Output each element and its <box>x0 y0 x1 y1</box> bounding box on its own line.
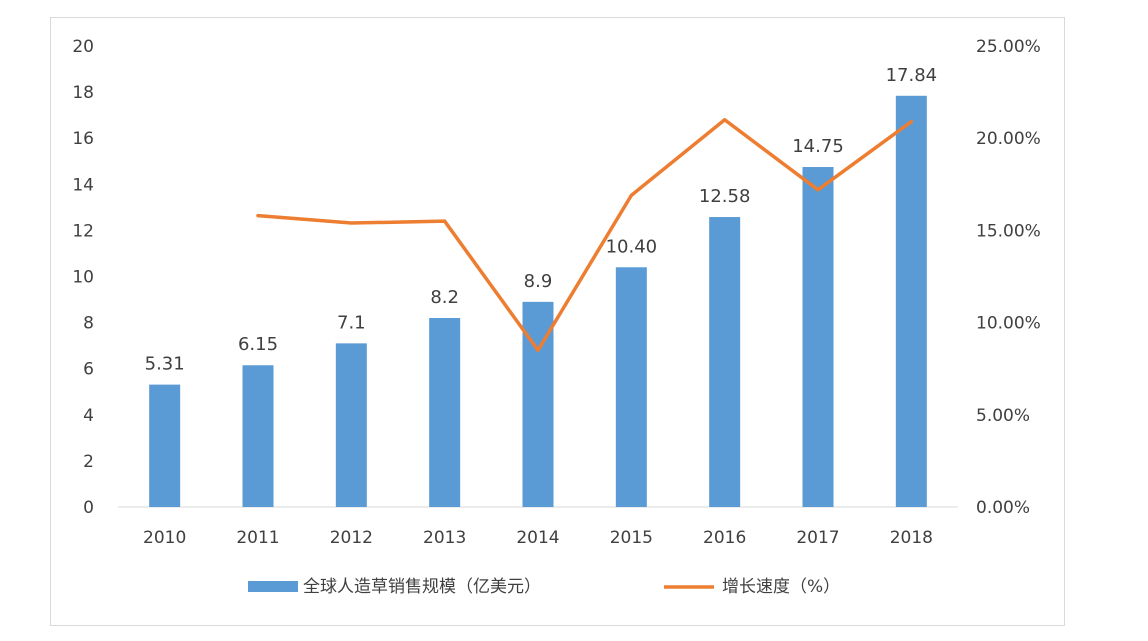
legend-label-bar: 全球人造草销售规模（亿美元） <box>303 577 541 597</box>
y-right-tick-label: 25.00% <box>976 37 1041 57</box>
growth-point <box>256 214 260 218</box>
bar <box>242 365 274 507</box>
x-tick-label: 2015 <box>610 528 653 548</box>
bar-data-label: 5.31 <box>145 354 185 375</box>
x-tick-label: 2014 <box>516 528 559 548</box>
x-tick-label: 2018 <box>890 528 933 548</box>
y-left-tick-label: 8 <box>83 314 94 334</box>
bar <box>149 384 181 507</box>
y-right-tick-label: 20.00% <box>976 129 1041 149</box>
y-left-tick-label: 14 <box>72 175 94 195</box>
y-left-tick-label: 16 <box>72 129 94 149</box>
growth-point <box>349 221 353 225</box>
y-left-tick-label: 12 <box>72 221 94 241</box>
bar <box>709 217 741 507</box>
y-right-tick-label: 15.00% <box>976 221 1041 241</box>
x-tick-label: 2010 <box>143 528 186 548</box>
bar-data-label: 6.15 <box>238 334 278 355</box>
y-left-tick-label: 0 <box>83 498 94 518</box>
y-left-tick-label: 6 <box>83 360 94 380</box>
bar <box>895 95 927 508</box>
growth-point <box>816 188 820 192</box>
x-tick-label: 2017 <box>796 528 839 548</box>
growth-point <box>909 120 913 124</box>
growth-point <box>723 118 727 122</box>
legend-label-line: 增长速度（%） <box>722 577 840 597</box>
y-right-tick-label: 5.00% <box>976 406 1030 426</box>
growth-point <box>536 348 540 352</box>
y-right-tick-label: 10.00% <box>976 314 1041 334</box>
y-left-tick-label: 2 <box>83 452 94 472</box>
y-left-tick-label: 20 <box>72 37 94 57</box>
x-tick-label: 2011 <box>236 528 279 548</box>
growth-point <box>443 219 447 223</box>
growth-line <box>256 118 914 353</box>
growth-point <box>629 193 633 197</box>
bar-data-label: 10.40 <box>606 236 658 257</box>
legend-swatch-bar <box>248 581 298 592</box>
bar-data-label: 8.2 <box>430 287 459 308</box>
x-tick-label: 2013 <box>423 528 466 548</box>
y-left-tick-label: 4 <box>83 406 94 426</box>
y-right-tick-label: 0.00% <box>976 498 1030 518</box>
x-tick-label: 2012 <box>330 528 373 548</box>
y-left-tick-label: 10 <box>72 268 94 288</box>
y-left-tick-label: 18 <box>72 83 94 103</box>
bar-data-label: 12.58 <box>699 186 751 207</box>
x-tick-label: 2016 <box>703 528 746 548</box>
bar-data-label: 14.75 <box>792 136 844 157</box>
bar <box>335 343 367 507</box>
bar <box>615 267 647 507</box>
bar-data-label: 8.9 <box>524 271 553 292</box>
bar <box>429 317 461 507</box>
bar-data-label: 17.84 <box>886 65 938 86</box>
bar-data-label: 7.1 <box>337 312 366 333</box>
bar <box>802 167 834 507</box>
